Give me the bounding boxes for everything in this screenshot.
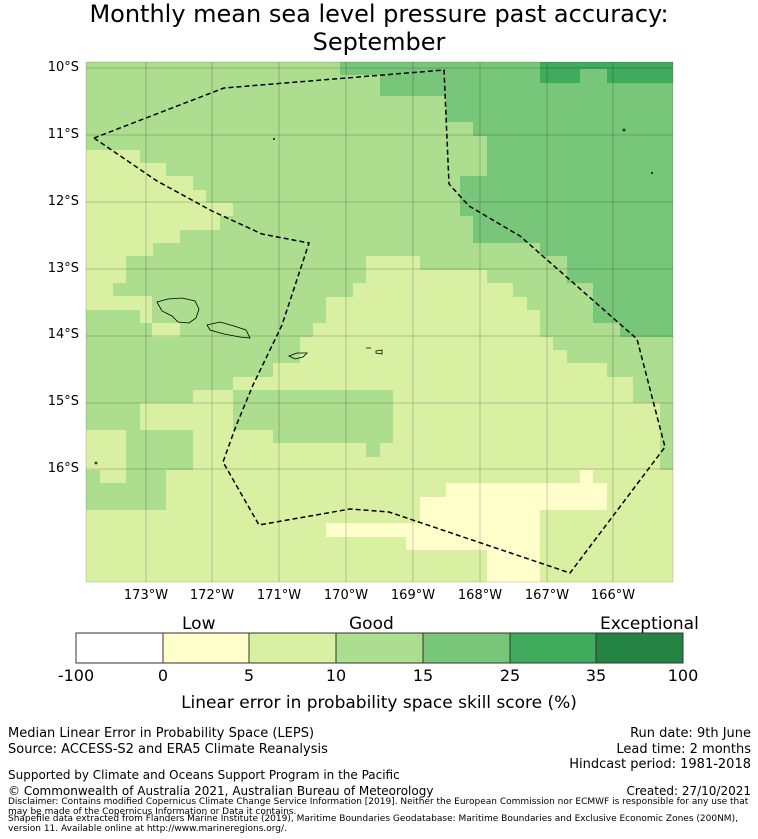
raster-good-east <box>620 337 673 470</box>
lat-label-12s: 12°S <box>47 194 79 209</box>
raster-dark-ne <box>540 62 673 83</box>
raster-low-west <box>86 150 233 310</box>
raster-good-sw1 <box>86 363 193 430</box>
skill-score-raster <box>86 62 673 582</box>
lon-label-172w: 172°W <box>189 588 235 603</box>
footer-hindcast: Hindcast period: 1981-2018 <box>569 757 751 772</box>
manua-islands <box>366 347 383 355</box>
colorbar-tick-0: 0 <box>157 666 169 685</box>
lat-label-13s: 13°S <box>47 261 79 276</box>
footer-lead-time: Lead time: 2 months <box>616 742 751 757</box>
footer-support: Supported by Climate and Oceans Support … <box>8 768 400 782</box>
lon-label-168w: 168°W <box>457 588 503 603</box>
footer-method: Median Linear Error in Probability Space… <box>8 726 315 741</box>
lat-label-10s: 10°S <box>47 60 79 75</box>
lat-label-15s: 15°S <box>47 394 79 409</box>
graticule <box>86 62 673 582</box>
islet-east <box>651 171 654 174</box>
title-line-1: Monthly mean sea level pressure past acc… <box>89 0 669 28</box>
footer-disclaimer: Disclaimer: Contains modified Copernicus… <box>8 797 749 817</box>
colorbar-tick-5: 5 <box>243 666 255 685</box>
lon-label-173w: 173°W <box>123 588 169 603</box>
islet-ne <box>622 128 626 132</box>
lat-label-16s: 16°S <box>47 461 79 476</box>
footer-shapefile: Shapefile data extracted from Flanders M… <box>8 814 738 834</box>
footer-source: Source: ACCESS-S2 and ERA5 Climate Reana… <box>8 742 328 757</box>
lon-label-170w: 170°W <box>323 588 369 603</box>
lon-label-171w: 171°W <box>256 588 302 603</box>
raster-medium-east <box>340 62 673 337</box>
colorbar-category-low: Low <box>182 614 216 634</box>
lat-label-11s: 11°S <box>47 127 79 142</box>
footer-run-date: Run date: 9th June <box>630 726 751 741</box>
colorbar-box-6 <box>509 632 597 664</box>
map-frame <box>85 61 674 583</box>
raster-good-sw2 <box>113 430 193 510</box>
islands <box>94 128 654 465</box>
raster-pale-patch <box>100 296 180 337</box>
islet-west <box>94 461 98 465</box>
colorbar-tick-10: 10 <box>325 666 347 685</box>
colorbar-tick-100: 100 <box>667 666 699 685</box>
tutuila-island <box>288 352 308 360</box>
lon-label-169w: 169°W <box>390 588 436 603</box>
colorbar-tick-35: 35 <box>585 666 607 685</box>
raster-lowest-south <box>326 470 607 582</box>
colorbar-box-5 <box>422 632 511 664</box>
colorbar-box-4 <box>335 632 424 664</box>
colorbar-tick-neg100: -100 <box>57 666 95 685</box>
colorbar <box>75 632 684 664</box>
islet-north <box>272 137 275 140</box>
lon-label-167w: 167°W <box>524 588 570 603</box>
upolu-island <box>206 321 251 339</box>
colorbar-tick-25: 25 <box>499 666 521 685</box>
colorbar-box-7 <box>595 632 684 664</box>
colorbar-box-3 <box>248 632 337 664</box>
title-line-2: September <box>312 28 446 56</box>
colorbar-box-2 <box>162 632 250 664</box>
savaii-island <box>156 297 200 324</box>
footer-created: Created: 27/10/2021 <box>626 784 751 798</box>
lat-label-14s: 14°S <box>47 327 79 342</box>
footer-copyright: © Commonwealth of Australia 2021, Austra… <box>8 784 434 798</box>
eez-boundary <box>93 69 666 574</box>
raster-good-center <box>233 390 393 457</box>
colorbar-category-exceptional: Exceptional <box>600 614 699 634</box>
lon-label-166w: 166°W <box>590 588 636 603</box>
colorbar-category-good: Good <box>349 614 394 634</box>
colorbar-tick-15: 15 <box>412 666 434 685</box>
colorbar-title: Linear error in probability space skill … <box>181 693 577 713</box>
chart-title: Monthly mean sea level pressure past acc… <box>0 0 758 56</box>
colorbar-box-1 <box>75 632 164 664</box>
